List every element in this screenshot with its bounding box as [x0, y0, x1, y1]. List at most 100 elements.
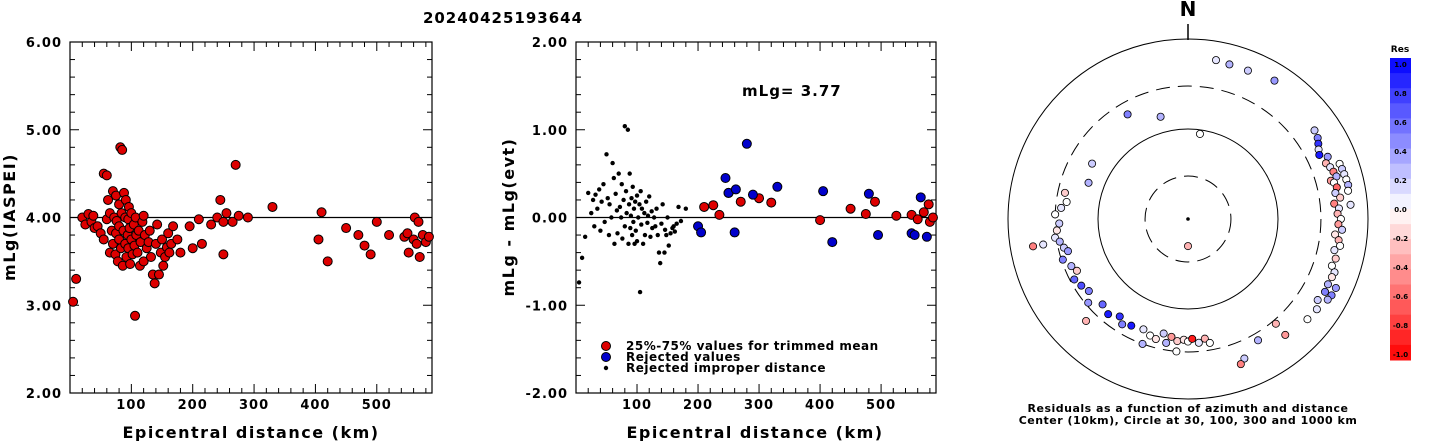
data-point [923, 199, 934, 210]
data-point [631, 206, 637, 211]
data-point [163, 228, 174, 239]
data-point [322, 256, 333, 267]
residual-point [1336, 241, 1345, 250]
data-point [624, 210, 629, 216]
y-tick-label: 2.00 [532, 36, 568, 51]
data-point [152, 219, 163, 230]
data-point [622, 124, 628, 129]
y-tick-labels: 2.00 3.00 4.00 5.00 6.00 [26, 36, 62, 402]
data-point [735, 196, 746, 207]
data-point [117, 144, 128, 155]
data-point [617, 204, 623, 210]
data-point [132, 247, 143, 258]
data-point [221, 208, 232, 219]
data-point [403, 247, 414, 258]
residual-point [1055, 219, 1064, 228]
figure-title: 20240425193644 [423, 9, 583, 27]
data-point [614, 208, 620, 213]
colorbar-swatch [1390, 58, 1411, 74]
colorbar: Res 1.0 0.8 0.6 0.4 0.2 0.0 -0.2 -0.4 -0.6 -0.8 -1… [1390, 45, 1411, 361]
residual-point [1254, 336, 1263, 345]
residual-point [1159, 329, 1168, 338]
colorbar-swatch [1390, 148, 1411, 165]
data-point [637, 289, 643, 295]
data-point [615, 231, 620, 236]
data-point [845, 203, 856, 214]
residual-point [1271, 319, 1280, 328]
data-point [642, 210, 647, 216]
data-point [729, 227, 740, 238]
data-point [592, 224, 597, 229]
data-point [172, 234, 183, 245]
residual-point [1270, 76, 1279, 85]
y-tick-label: -1.00 [526, 299, 568, 314]
residual-point [1303, 315, 1312, 324]
colorbar-swatch [1390, 314, 1411, 331]
data-point [622, 224, 628, 229]
data-point [384, 230, 395, 241]
residual-point [1058, 255, 1067, 264]
colorbar-swatch [1390, 178, 1411, 195]
residual-point [1029, 242, 1038, 251]
colorbar-title: Res [1391, 45, 1409, 55]
colorbar-labels: 1.0 0.8 0.6 0.4 0.2 0.0 -0.2 -0.4 -0.6 -0.8 -1.0 [1393, 61, 1408, 359]
distance-ring [1054, 85, 1322, 353]
legend-marker-improper [603, 365, 609, 371]
data-point [628, 213, 634, 218]
data-point [88, 210, 99, 221]
residual-point [1334, 220, 1343, 229]
data-point [915, 192, 926, 203]
data-point [611, 175, 617, 181]
data-point [130, 310, 141, 321]
data-point [643, 199, 649, 204]
colorbar-tick-label: -0.8 [1393, 322, 1408, 330]
residual-point [1151, 334, 1160, 343]
residual-point [1338, 225, 1347, 234]
x-tick-label: 500 [866, 398, 896, 413]
data-point [606, 232, 612, 238]
north-label: N [1180, 0, 1197, 21]
data-point [582, 234, 588, 240]
residual-point [1321, 287, 1330, 296]
residual-point [1200, 334, 1209, 343]
data-point [206, 219, 217, 230]
data-point [227, 216, 238, 227]
data-point [187, 243, 198, 254]
residual-point [1312, 305, 1321, 314]
colorbar-swatch [1390, 88, 1411, 104]
caption-line-1: Residuals as a function of azimuth and d… [1028, 402, 1349, 415]
data-point [609, 215, 614, 220]
residual-point [1313, 296, 1322, 305]
residual-points [1029, 56, 1355, 369]
data-point [599, 199, 604, 204]
y-tick-label: 5.00 [26, 124, 62, 139]
data-point [766, 197, 777, 208]
data-point [242, 212, 253, 223]
data-point [586, 190, 591, 196]
legend-label-improper: Rejected improper distance [626, 361, 826, 375]
colorbar-tick-label: -0.2 [1393, 235, 1408, 243]
data-points [576, 124, 938, 295]
data-point [668, 231, 673, 236]
data-point [678, 218, 684, 224]
data-point [593, 192, 598, 197]
data-point [860, 208, 871, 219]
x-tick-label: 300 [239, 398, 269, 413]
data-point [125, 259, 136, 270]
center-dot [1186, 217, 1190, 221]
data-point [313, 234, 324, 245]
residual-point [1052, 226, 1061, 235]
data-point [654, 206, 659, 211]
data-point [632, 199, 638, 204]
data-point [71, 273, 82, 284]
data-point [672, 229, 678, 234]
data-point [676, 204, 681, 210]
magnitude-annotation: mLg= 3.77 [742, 82, 842, 100]
residual-point [1060, 188, 1069, 197]
data-point [927, 212, 938, 223]
data-point [720, 173, 731, 184]
residual-point [1323, 280, 1332, 289]
residual-point [1225, 60, 1234, 69]
colorbar-tick-label: 0.0 [1394, 206, 1407, 214]
data-point [423, 231, 434, 242]
